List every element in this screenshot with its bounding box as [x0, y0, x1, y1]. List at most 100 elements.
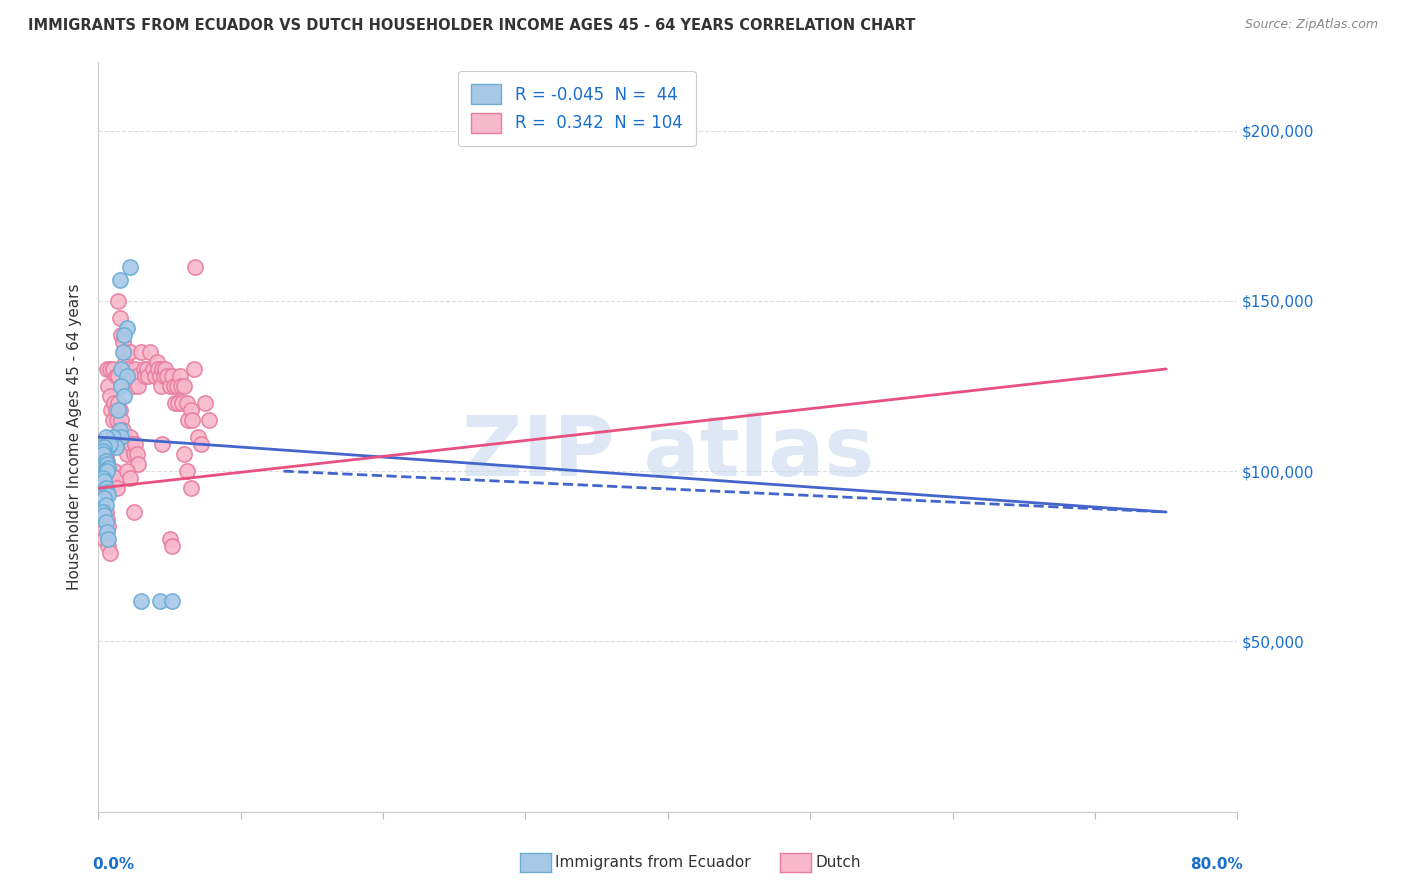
Point — [146, 355, 169, 369]
Point — [111, 345, 134, 359]
Point — [194, 396, 217, 410]
Text: Source: ZipAtlas.com: Source: ZipAtlas.com — [1244, 18, 1378, 31]
Point — [162, 593, 184, 607]
Point — [101, 437, 124, 451]
Point — [96, 454, 118, 468]
Point — [103, 464, 125, 478]
Point — [129, 593, 152, 607]
Point — [152, 437, 174, 451]
Point — [163, 379, 186, 393]
Point — [136, 368, 159, 383]
Point — [125, 447, 148, 461]
Point — [180, 481, 202, 495]
Point — [114, 355, 136, 369]
Point — [101, 430, 124, 444]
Point — [152, 362, 174, 376]
Point — [100, 471, 122, 485]
Point — [172, 396, 194, 410]
Point — [127, 458, 149, 472]
Point — [145, 368, 167, 383]
Point — [96, 464, 118, 478]
Point — [103, 396, 125, 410]
Point — [180, 402, 202, 417]
Point — [159, 379, 181, 393]
Point — [93, 440, 115, 454]
Point — [149, 593, 172, 607]
Text: IMMIGRANTS FROM ECUADOR VS DUTCH HOUSEHOLDER INCOME AGES 45 - 64 YEARS CORRELATI: IMMIGRANTS FROM ECUADOR VS DUTCH HOUSEHO… — [28, 18, 915, 33]
Point — [107, 396, 129, 410]
Point — [96, 437, 118, 451]
Point — [122, 379, 145, 393]
Text: ZIP atlas: ZIP atlas — [461, 411, 875, 492]
Point — [110, 430, 132, 444]
Point — [105, 413, 128, 427]
Point — [112, 430, 135, 444]
Point — [94, 447, 117, 461]
Point — [94, 481, 117, 495]
Point — [122, 447, 145, 461]
Point — [107, 402, 129, 417]
Point — [124, 362, 146, 376]
Point — [103, 437, 125, 451]
Point — [107, 368, 129, 383]
Point — [184, 260, 207, 274]
Point — [93, 464, 115, 478]
Point — [91, 481, 114, 495]
Point — [97, 518, 120, 533]
Text: Immigrants from Ecuador: Immigrants from Ecuador — [555, 855, 751, 870]
Point — [134, 368, 156, 383]
Point — [170, 379, 193, 393]
Point — [107, 293, 129, 308]
Point — [149, 368, 172, 383]
Point — [111, 423, 134, 437]
Point — [105, 481, 128, 495]
Point — [108, 423, 131, 437]
Point — [132, 362, 155, 376]
Point — [93, 471, 115, 485]
Point — [94, 454, 117, 468]
Point — [97, 460, 120, 475]
Point — [114, 437, 136, 451]
Point — [120, 437, 142, 451]
Point — [91, 471, 114, 485]
Point — [98, 389, 121, 403]
Point — [173, 447, 195, 461]
Point — [177, 413, 200, 427]
Point — [176, 464, 198, 478]
Point — [96, 484, 118, 499]
Point — [101, 477, 124, 491]
Point — [91, 525, 114, 540]
Point — [122, 505, 145, 519]
Text: Dutch: Dutch — [815, 855, 860, 870]
Point — [115, 368, 138, 383]
Point — [96, 512, 118, 526]
Point — [94, 498, 117, 512]
Point — [181, 413, 204, 427]
Point — [104, 440, 127, 454]
Point — [162, 368, 184, 383]
Point — [115, 321, 138, 335]
Point — [101, 413, 124, 427]
Text: 0.0%: 0.0% — [93, 856, 135, 871]
Point — [183, 362, 205, 376]
Point — [129, 345, 152, 359]
Point — [110, 362, 132, 376]
Point — [93, 533, 115, 547]
Point — [91, 505, 114, 519]
Point — [97, 539, 120, 553]
Point — [110, 413, 132, 427]
Y-axis label: Householder Income Ages 45 - 64 years: Householder Income Ages 45 - 64 years — [67, 284, 83, 591]
Point — [96, 525, 118, 540]
Point — [138, 345, 160, 359]
Point — [98, 464, 121, 478]
Point — [169, 368, 191, 383]
Point — [156, 368, 179, 383]
Point — [159, 533, 181, 547]
Point — [112, 327, 135, 342]
Point — [118, 260, 141, 274]
Point — [125, 368, 148, 383]
Point — [115, 362, 138, 376]
Point — [118, 471, 141, 485]
Point — [155, 362, 177, 376]
Point — [141, 362, 163, 376]
